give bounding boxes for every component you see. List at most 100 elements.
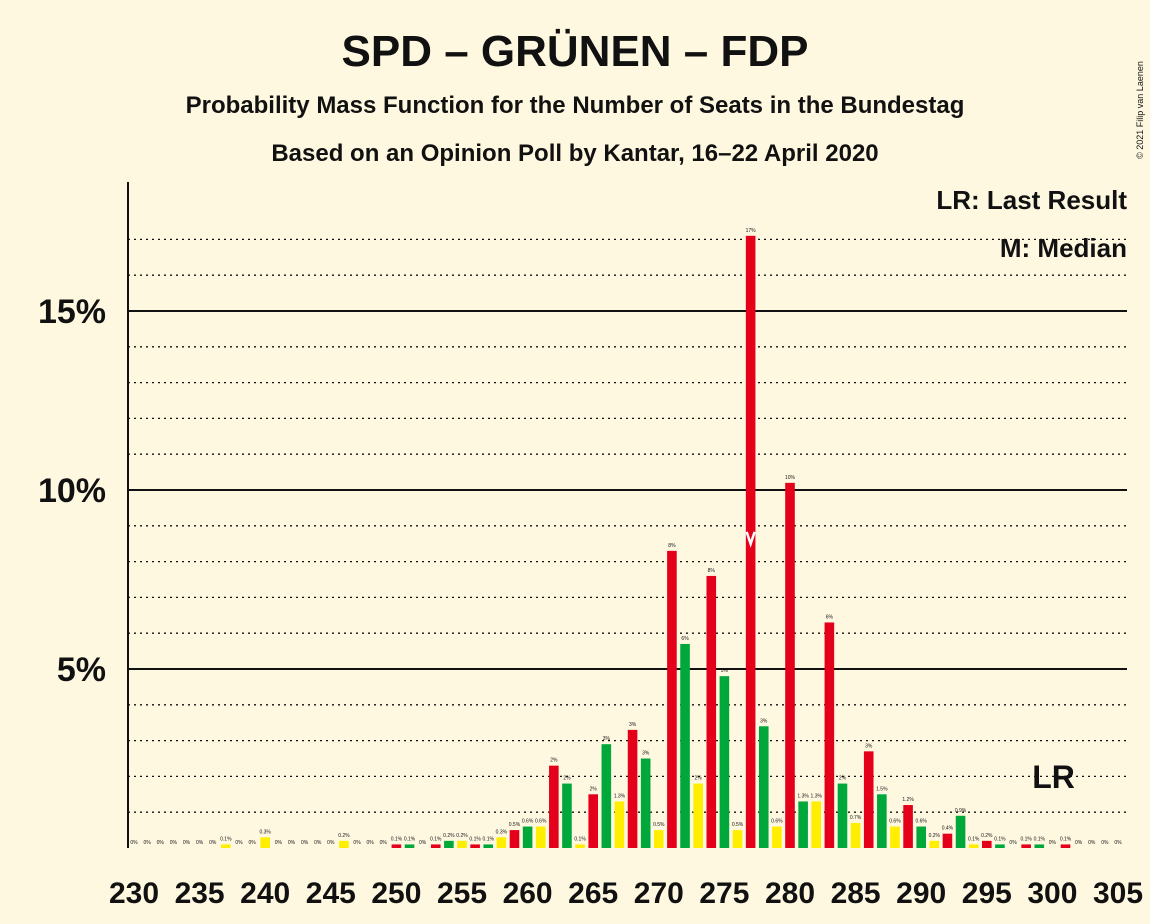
bar-seat-299 xyxy=(1034,844,1045,848)
bar-label-seat-256: 0.1% xyxy=(469,836,481,842)
bar-label-seat-244: 0% xyxy=(314,840,322,846)
bar-seat-292 xyxy=(942,833,953,848)
bar-label-seat-290: 0.6% xyxy=(915,819,927,825)
bar-label-seat-263: 2% xyxy=(563,776,571,782)
bar-label-seat-259: 0.5% xyxy=(509,822,521,828)
bar-label-seat-239: 0% xyxy=(248,840,256,846)
x-tick-label: 260 xyxy=(503,877,553,910)
bar-label-seat-236: 0% xyxy=(209,840,217,846)
bar-seat-251 xyxy=(404,844,415,848)
bar-label-seat-260: 0.6% xyxy=(522,819,534,825)
bar-seat-287 xyxy=(877,794,887,848)
y-tick-label: 15% xyxy=(38,293,106,331)
bar-label-seat-279: 0.6% xyxy=(771,819,783,825)
bar-seat-267 xyxy=(614,801,625,848)
bar-label-seat-304: 0% xyxy=(1101,840,1109,846)
bar-seat-261 xyxy=(535,826,546,848)
bar-label-seat-231: 0% xyxy=(144,840,152,846)
bar-seat-293 xyxy=(955,815,966,848)
bar-label-seat-305: 0% xyxy=(1114,840,1122,846)
bar-seat-291 xyxy=(929,840,940,848)
bar-label-seat-282: 1.3% xyxy=(811,793,823,799)
bar-label-seat-230: 0% xyxy=(130,840,138,846)
bar-label-seat-265: 2% xyxy=(590,786,598,792)
bar-seat-259 xyxy=(509,830,520,848)
x-tick-label: 240 xyxy=(240,877,290,910)
bar-label-seat-270: 0.5% xyxy=(653,822,665,828)
bar-seat-273 xyxy=(693,783,703,848)
x-tick-label: 265 xyxy=(568,877,618,910)
bar-seat-253 xyxy=(430,844,441,848)
bar-label-seat-232: 0% xyxy=(157,840,165,846)
bar-seat-246 xyxy=(339,840,349,848)
bar-label-seat-274: 8% xyxy=(708,568,716,574)
x-tick-label: 275 xyxy=(699,877,749,910)
bar-label-seat-285: 0.7% xyxy=(850,815,862,821)
bar-label-seat-249: 0% xyxy=(380,840,388,846)
bar-label-seat-254: 0.2% xyxy=(443,833,455,839)
y-tick-label: 5% xyxy=(57,651,106,689)
bar-label-seat-241: 0% xyxy=(275,840,283,846)
bar-seat-290 xyxy=(916,826,926,848)
bar-seat-281 xyxy=(798,801,808,848)
bar-seat-263 xyxy=(562,783,572,848)
bar-label-seat-289: 1.2% xyxy=(902,797,914,803)
bar-label-seat-273: 2% xyxy=(695,776,703,782)
bar-seat-274 xyxy=(706,575,717,848)
bar-label-seat-283: 6% xyxy=(826,614,834,620)
bar-seat-262 xyxy=(549,765,559,848)
bar-seat-279 xyxy=(772,826,782,848)
bar-label-seat-255: 0.2% xyxy=(456,833,468,839)
bar-seat-270 xyxy=(654,830,664,848)
bar-label-seat-235: 0% xyxy=(196,840,204,846)
bar-seat-254 xyxy=(444,840,454,848)
bar-seat-237 xyxy=(221,844,231,848)
bar-seat-280 xyxy=(785,482,795,848)
bar-seat-258 xyxy=(496,837,507,848)
bar-label-seat-277: 17% xyxy=(746,228,757,234)
bar-seat-296 xyxy=(995,844,1005,848)
bar-seat-289 xyxy=(903,805,913,848)
bar-seat-250 xyxy=(391,844,402,848)
bar-label-seat-287: 1.5% xyxy=(876,786,888,792)
bar-seat-276 xyxy=(732,830,743,848)
bar-label-seat-299: 0.1% xyxy=(1034,836,1046,842)
bar-label-seat-296: 0.1% xyxy=(994,836,1006,842)
bar-label-seat-261: 0.6% xyxy=(535,819,547,825)
bar-label-seat-292: 0.4% xyxy=(942,826,954,832)
bar-label-seat-301: 0.1% xyxy=(1060,836,1072,842)
bar-label-seat-294: 0.1% xyxy=(968,836,980,842)
bar-label-seat-302: 0% xyxy=(1075,840,1083,846)
x-tick-label: 255 xyxy=(437,877,487,910)
y-ticks: 5% 10% 15% xyxy=(38,293,106,689)
bar-label-seat-281: 1.3% xyxy=(797,793,809,799)
bar-label-seat-253: 0.1% xyxy=(430,836,442,842)
bar-seat-275 xyxy=(719,676,730,848)
bar-seat-301 xyxy=(1060,844,1071,848)
bar-label-seat-268: 3% xyxy=(629,722,637,728)
bar-label-seat-234: 0% xyxy=(183,840,191,846)
grid xyxy=(128,238,1127,813)
x-ticks: 230 235 240 245 250 255 260 265 270 275 280 285 290 2… xyxy=(109,877,1143,910)
bar-label-seat-298: 0.1% xyxy=(1020,836,1032,842)
bar-seat-256 xyxy=(470,844,480,848)
bar-label-seat-297: 0% xyxy=(1009,840,1017,846)
bar-seat-284 xyxy=(837,783,848,848)
bar-label-seat-245: 0% xyxy=(327,840,335,846)
bar-label-seat-258: 0.3% xyxy=(496,829,508,835)
bar-seat-298 xyxy=(1021,844,1031,848)
bar-label-seat-286: 3% xyxy=(865,743,873,749)
bar-label-seat-293: 0.9% xyxy=(955,808,967,814)
bar-seat-278 xyxy=(758,726,769,848)
bar-labels: 0% 0% 0% 0% 0% 0% 0%0.1%0% 0%0.3%0% 0% 0% 0% 0%0.2%… xyxy=(130,228,1122,846)
bar-label-seat-288: 0.6% xyxy=(889,819,901,825)
copyright: © 2021 Filip van Laenen xyxy=(1135,61,1145,159)
chart-subtitle: Probability Mass Function for the Number… xyxy=(186,92,965,119)
bar-label-seat-266: 3% xyxy=(603,736,611,742)
x-tick-label: 295 xyxy=(962,877,1012,910)
bar-seat-288 xyxy=(890,826,900,848)
bar-label-seat-247: 0% xyxy=(353,840,361,846)
bar-seat-294 xyxy=(968,844,979,848)
bar-label-seat-300: 0% xyxy=(1049,840,1057,846)
